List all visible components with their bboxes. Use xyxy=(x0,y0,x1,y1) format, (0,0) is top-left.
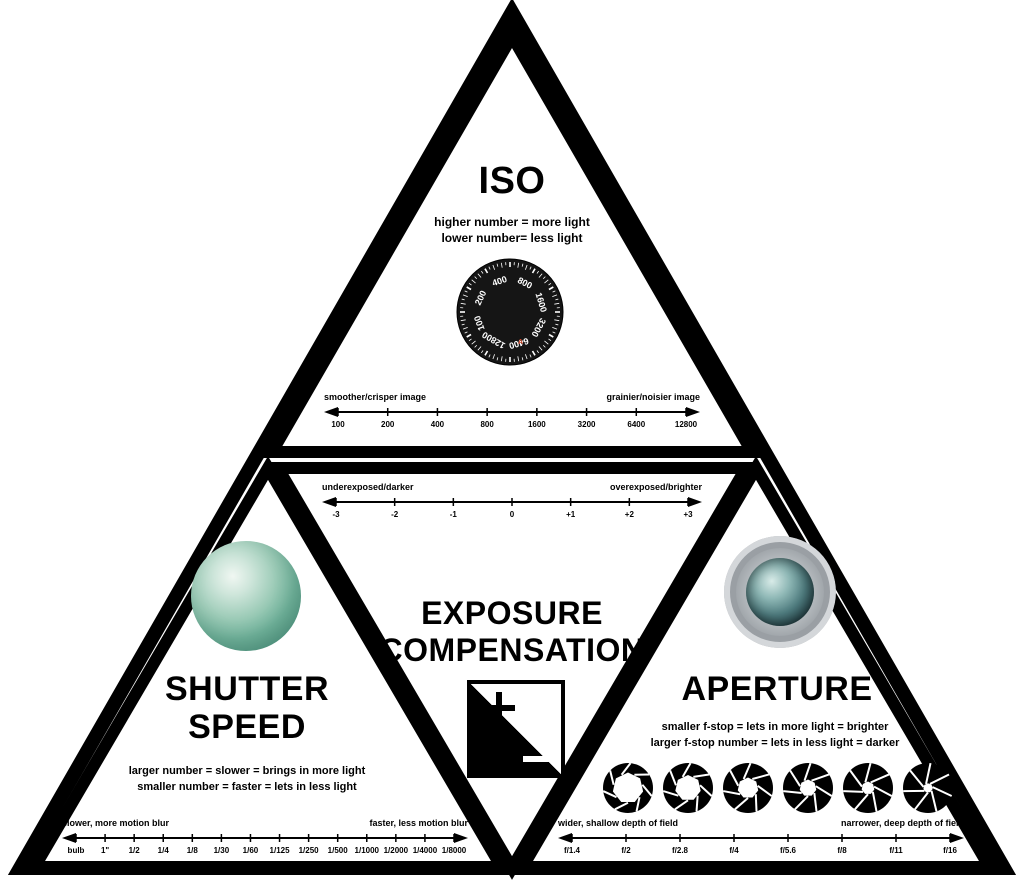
aperture-scale: f/1.4f/2f/2.8f/4f/5.6f/8f/11f/16 xyxy=(558,830,964,850)
shutter-scale-label-right: faster, less motion blur xyxy=(265,818,468,828)
aperture-blade-icon xyxy=(903,763,953,813)
aperture-sub-2: larger f-stop number = lets in less ligh… xyxy=(570,736,980,751)
ec-title-1: EXPOSURE xyxy=(0,595,1024,632)
exposure-triangle-infographic: ISO higher number = more light lower num… xyxy=(0,0,1024,887)
aperture-sub-1: smaller f-stop = lets in more light = br… xyxy=(570,720,980,735)
aperture-blade-icon xyxy=(783,763,833,813)
svg-text:A: A xyxy=(518,339,523,346)
ec-scale: -3-2-10+1+2+3 xyxy=(322,494,702,514)
ec-scale-label-right: overexposed/brighter xyxy=(512,482,702,492)
aperture-title: APERTURE xyxy=(588,670,966,709)
aperture-blade-icon xyxy=(723,763,773,813)
shutter-scale-label-left: slower, more motion blur xyxy=(62,818,265,828)
aperture-lens-icon xyxy=(724,536,836,648)
shutter-sphere-icon xyxy=(191,541,301,651)
shutter-title-1: SHUTTER xyxy=(58,670,436,709)
iso-subtitle-2: lower number= less light xyxy=(0,230,1024,246)
aperture-scale-label-left: wider, shallow depth of field xyxy=(558,818,761,828)
shutter-scale: bulb1"1/21/41/81/301/601/1251/2501/5001/… xyxy=(62,830,468,850)
iso-scale-label-right: grainier/noisier image xyxy=(512,392,700,402)
shutter-sub-1: larger number = slower = brings in more … xyxy=(58,764,436,779)
shutter-sub-2: smaller number = faster = lets in less l… xyxy=(58,780,436,795)
aperture-blade-icon xyxy=(663,763,713,813)
exposure-compensation-icon xyxy=(467,680,565,778)
aperture-scale-label-right: narrower, deep depth of field xyxy=(761,818,964,828)
aperture-blade-icon xyxy=(843,763,893,813)
aperture-blade-row xyxy=(603,760,953,816)
iso-scale-label-left: smoother/crisper image xyxy=(324,392,512,402)
iso-dial-icon: 10020040080016003200640012800 A xyxy=(456,258,564,366)
aperture-blade-icon xyxy=(603,763,653,813)
ec-title-2: COMPENSATION xyxy=(0,632,1024,669)
iso-subtitle-1: higher number = more light xyxy=(0,214,1024,230)
ec-scale-label-left: underexposed/darker xyxy=(322,482,512,492)
shutter-title-2: SPEED xyxy=(58,708,436,747)
iso-scale: 10020040080016003200640012800 xyxy=(324,404,700,424)
iso-title: ISO xyxy=(0,160,1024,203)
